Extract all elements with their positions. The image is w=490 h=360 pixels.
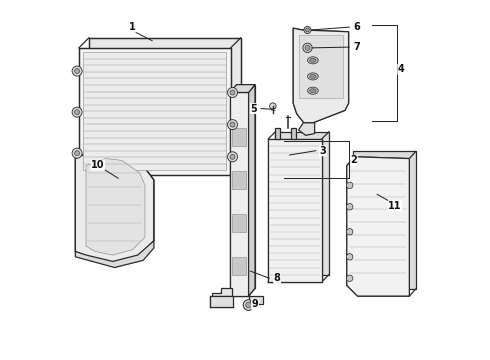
Text: 4: 4 — [398, 64, 404, 74]
Text: 10: 10 — [91, 160, 104, 170]
Ellipse shape — [308, 73, 318, 80]
Ellipse shape — [310, 89, 316, 93]
Circle shape — [74, 110, 79, 114]
Polygon shape — [75, 241, 154, 267]
Ellipse shape — [310, 58, 316, 62]
Circle shape — [270, 103, 276, 109]
Circle shape — [346, 253, 353, 260]
Circle shape — [227, 87, 238, 98]
Circle shape — [304, 26, 311, 33]
Circle shape — [72, 148, 82, 158]
Circle shape — [245, 302, 251, 308]
Ellipse shape — [310, 75, 316, 78]
Polygon shape — [347, 157, 409, 296]
Circle shape — [346, 203, 353, 210]
Polygon shape — [275, 128, 280, 139]
Text: 1: 1 — [129, 22, 136, 32]
Circle shape — [72, 107, 82, 117]
Ellipse shape — [308, 57, 318, 64]
Polygon shape — [275, 132, 329, 275]
Text: 11: 11 — [388, 201, 402, 211]
Circle shape — [306, 28, 310, 32]
Polygon shape — [237, 85, 255, 288]
Text: 7: 7 — [353, 42, 360, 52]
Polygon shape — [89, 38, 241, 165]
Bar — [232, 257, 246, 275]
Bar — [232, 128, 246, 146]
Polygon shape — [86, 158, 145, 255]
Polygon shape — [79, 48, 231, 175]
Polygon shape — [230, 85, 255, 93]
Text: 6: 6 — [353, 22, 360, 32]
Circle shape — [230, 122, 235, 127]
Bar — [232, 171, 246, 189]
Polygon shape — [292, 128, 296, 139]
Circle shape — [243, 300, 254, 310]
Text: 9: 9 — [252, 299, 258, 309]
Circle shape — [346, 275, 353, 282]
Polygon shape — [75, 150, 154, 264]
Polygon shape — [298, 123, 315, 135]
Circle shape — [230, 154, 235, 159]
Polygon shape — [210, 296, 233, 307]
Circle shape — [72, 66, 82, 76]
Polygon shape — [83, 52, 226, 170]
Circle shape — [346, 182, 353, 189]
Polygon shape — [268, 139, 322, 282]
Polygon shape — [212, 288, 232, 296]
Text: 8: 8 — [274, 273, 281, 283]
Polygon shape — [248, 85, 255, 296]
Circle shape — [227, 152, 238, 162]
Text: 3: 3 — [319, 146, 326, 156]
Bar — [232, 214, 246, 232]
Circle shape — [303, 43, 312, 53]
Polygon shape — [293, 28, 348, 123]
Polygon shape — [353, 152, 416, 289]
Circle shape — [74, 68, 79, 73]
Polygon shape — [230, 93, 248, 296]
Circle shape — [230, 90, 235, 95]
Text: 5: 5 — [250, 104, 257, 113]
Ellipse shape — [308, 87, 318, 94]
Circle shape — [227, 120, 238, 130]
Text: 2: 2 — [350, 156, 357, 165]
Polygon shape — [298, 35, 343, 98]
Circle shape — [346, 229, 353, 235]
Circle shape — [74, 151, 79, 156]
Polygon shape — [248, 296, 263, 304]
Circle shape — [305, 45, 310, 50]
